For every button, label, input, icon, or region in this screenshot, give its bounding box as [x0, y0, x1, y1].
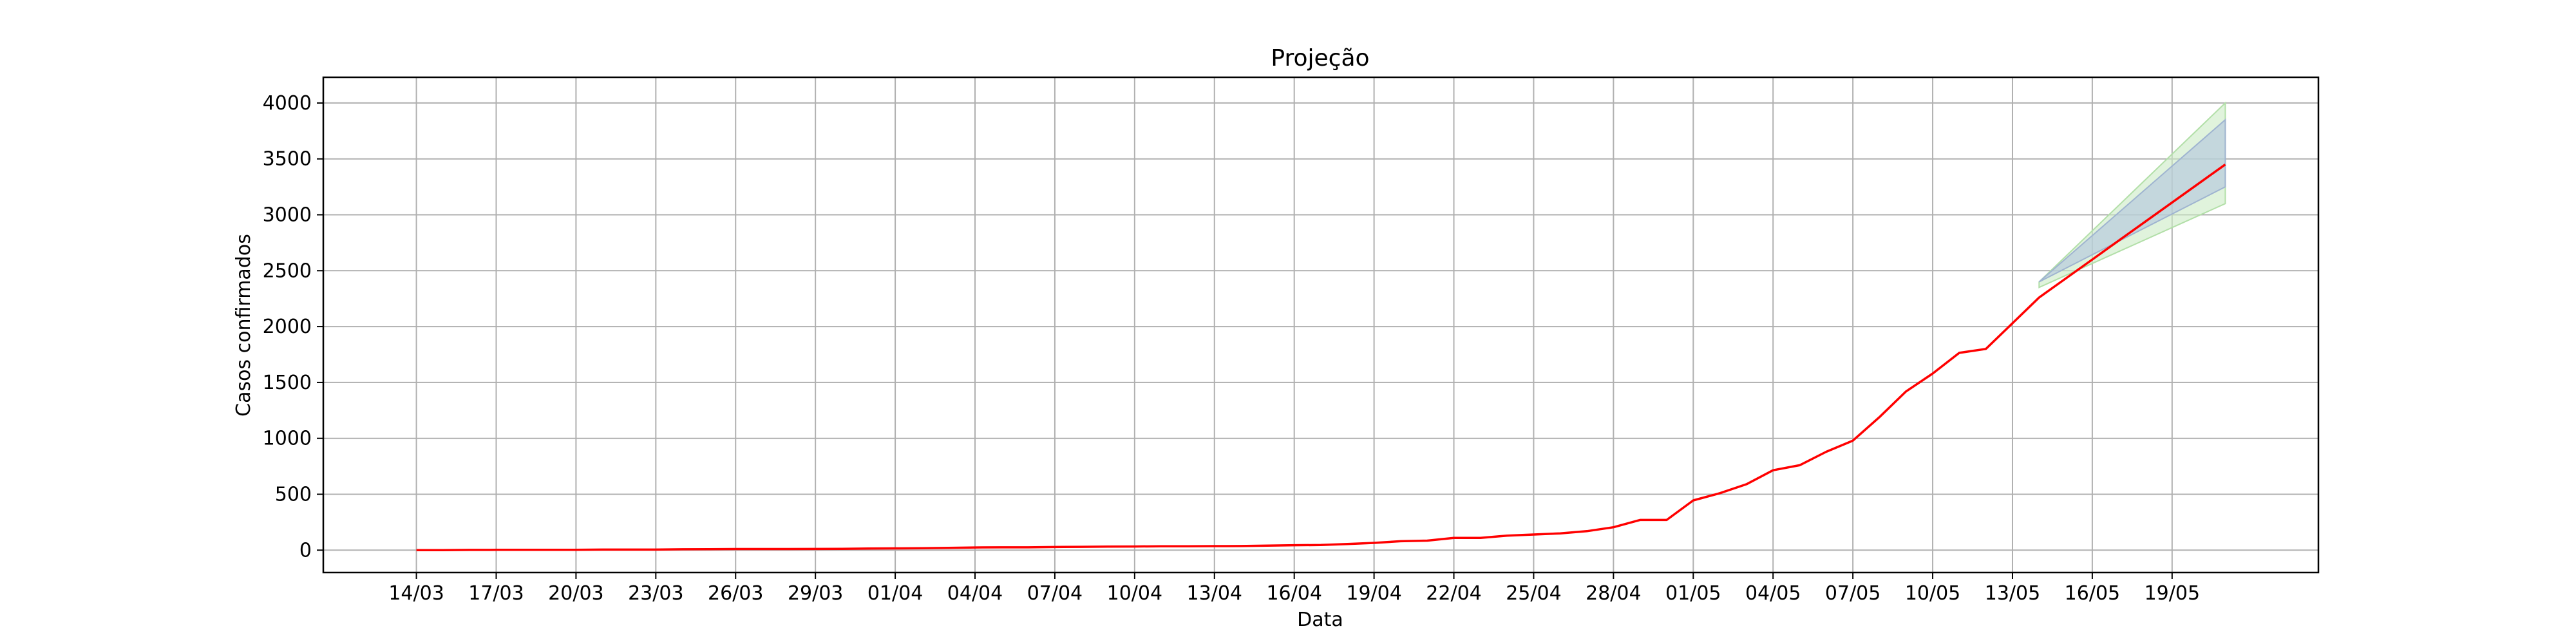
- x-tick-label: 01/05: [1665, 582, 1721, 605]
- x-tick-label: 17/03: [468, 582, 524, 605]
- cases-line: [416, 163, 2226, 552]
- x-tick-label: 14/03: [388, 582, 444, 605]
- x-axis-label: Data: [1297, 609, 1343, 631]
- x-tick-label: 04/04: [947, 582, 1003, 605]
- x-tick-label: 16/05: [2065, 582, 2120, 605]
- y-tick-label: 1000: [263, 428, 312, 450]
- projection-band-inner: [2038, 118, 2226, 283]
- x-tick-label: 28/04: [1586, 582, 1641, 605]
- y-tick-label: 4000: [263, 92, 312, 115]
- x-tick-label: 10/04: [1107, 582, 1162, 605]
- x-tick-label: 19/04: [1346, 582, 1401, 605]
- x-tick-label: 20/03: [548, 582, 603, 605]
- y-tick-label: 2000: [263, 316, 312, 338]
- x-tick-label: 07/04: [1027, 582, 1083, 605]
- x-tick-label: 13/04: [1187, 582, 1242, 605]
- y-tick-label: 500: [275, 483, 312, 506]
- y-tick-label: 3500: [263, 148, 312, 171]
- x-tick-label: 25/04: [1506, 582, 1561, 605]
- y-tick-label: 2500: [263, 260, 312, 282]
- chart-title: Projeção: [1271, 45, 1369, 71]
- y-tick-label: 0: [299, 539, 312, 562]
- x-tick-label: 29/03: [788, 582, 843, 605]
- x-tick-label: 10/05: [1905, 582, 1960, 605]
- plot-frame: [322, 76, 2320, 574]
- y-tick-label: 1500: [263, 372, 312, 394]
- y-axis-label: Casos confirmados: [232, 234, 255, 417]
- y-tick-label: 3000: [263, 204, 312, 227]
- x-tick-label: 16/04: [1266, 582, 1321, 605]
- x-tick-label: 01/04: [867, 582, 923, 605]
- x-tick-label: 22/04: [1426, 582, 1481, 605]
- x-tick-label: 23/03: [628, 582, 683, 605]
- x-tick-label: 07/05: [1825, 582, 1880, 605]
- x-tick-label: 19/05: [2145, 582, 2200, 605]
- x-tick-label: 26/03: [708, 582, 763, 605]
- x-tick-label: 04/05: [1745, 582, 1801, 605]
- x-tick-label: 13/05: [1985, 582, 2040, 605]
- plot-layer: 14/03 17/03 20/03 23/03 26/03 29/03 01/04 04/04…: [263, 76, 2320, 605]
